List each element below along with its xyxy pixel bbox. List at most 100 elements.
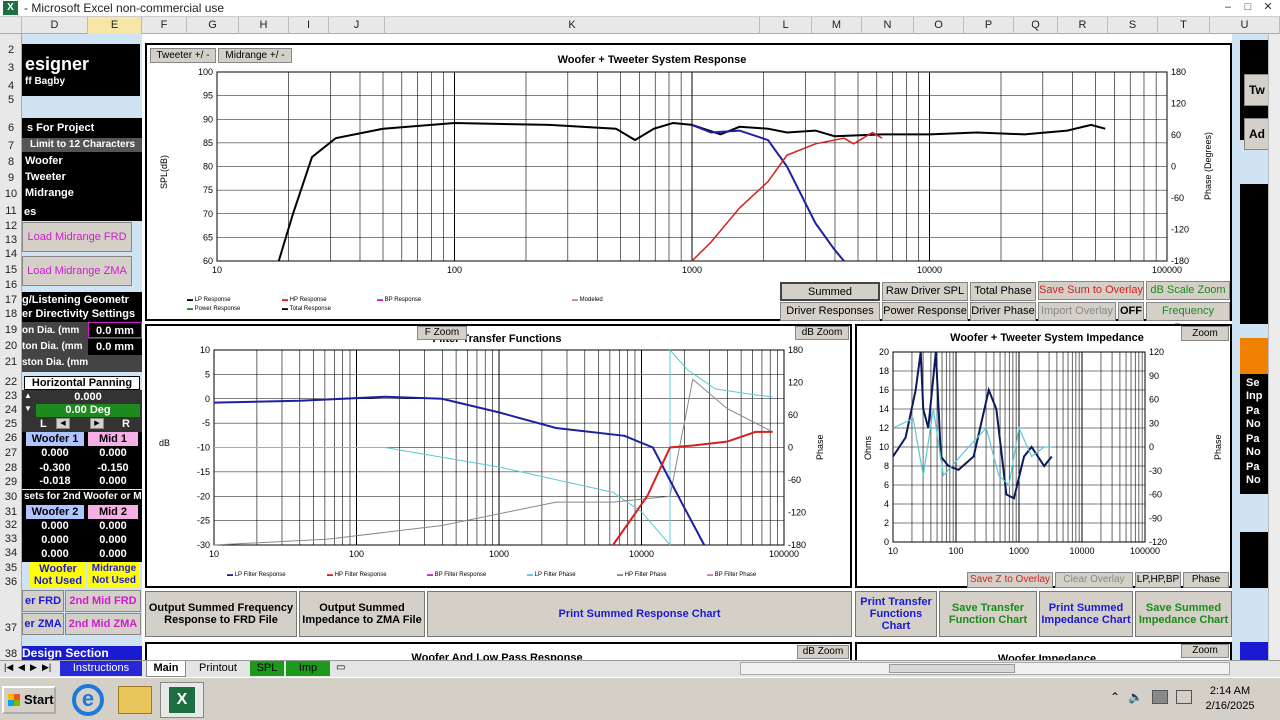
new-sheet-icon[interactable]: ▭ xyxy=(336,662,346,673)
col-header[interactable]: F xyxy=(142,17,187,34)
close-button[interactable]: ✕ xyxy=(1263,1,1273,13)
row-header[interactable]: 15 xyxy=(4,264,18,276)
row-header[interactable]: 25 xyxy=(4,418,18,430)
network-icon[interactable] xyxy=(1152,690,1168,704)
total-phase-button[interactable]: Total Phase xyxy=(970,282,1036,301)
horizontal-scrollbar[interactable] xyxy=(740,662,1230,675)
row-header[interactable]: 29 xyxy=(4,476,18,488)
internet-explorer-icon[interactable]: e xyxy=(72,684,104,716)
clock-time[interactable]: 2:14 AM xyxy=(1209,685,1251,697)
tab-main[interactable]: Main xyxy=(146,661,186,677)
clear-overlay-button[interactable]: Clear Overlay xyxy=(1055,572,1133,588)
row-header[interactable]: 16 xyxy=(4,279,18,291)
show-hidden-icons-icon[interactable]: ⌃ xyxy=(1110,690,1121,704)
row-header[interactable]: 7 xyxy=(7,140,15,152)
impedance-phase-button[interactable]: Phase xyxy=(1183,572,1229,588)
scrollbar-thumb[interactable] xyxy=(889,664,1015,673)
woofer-frd-button[interactable]: er FRD xyxy=(22,590,64,612)
import-overlay-button[interactable]: Import Overlay xyxy=(1038,302,1116,321)
row-header[interactable]: 27 xyxy=(4,447,18,459)
db-zoom-button[interactable]: dB Zoom xyxy=(797,645,849,659)
row-header[interactable]: 19 xyxy=(4,324,18,336)
woofer1-value[interactable]: -0.018 xyxy=(39,475,71,487)
row-header[interactable]: 20 xyxy=(4,340,18,352)
col-header[interactable]: L xyxy=(760,17,812,34)
col-header[interactable]: P xyxy=(964,17,1014,34)
woofer-not-used[interactable]: Woofer Not Used xyxy=(30,562,86,588)
save-z-overlay-button[interactable]: Save Z to Overlay xyxy=(967,572,1053,588)
mid1-value[interactable]: -0.150 xyxy=(97,462,129,474)
col-header[interactable]: S xyxy=(1108,17,1158,34)
f-zoom-button[interactable]: F Zoom xyxy=(417,326,467,340)
midrange-not-used[interactable]: Midrange Not Used xyxy=(88,562,140,588)
woofer-name[interactable]: Woofer xyxy=(25,155,63,167)
woofer2-value[interactable]: 0.000 xyxy=(41,520,69,532)
flag-icon[interactable] xyxy=(1176,690,1192,704)
second-mid-zma-button[interactable]: 2nd Mid ZMA xyxy=(65,613,141,635)
print-summed-impedance-button[interactable]: Print Summed Impedance Chart xyxy=(1039,591,1133,637)
load-midrange-frd-button[interactable]: Load Midrange FRD xyxy=(22,222,132,252)
db-scale-zoom-button[interactable]: dB Scale Zoom xyxy=(1146,281,1230,300)
output-frd-button[interactable]: Output Summed Frequency Response to FRD … xyxy=(145,591,297,637)
row-header[interactable]: 8 xyxy=(7,156,15,168)
db-zoom-button[interactable]: dB Zoom xyxy=(795,326,849,340)
row-header[interactable]: 3 xyxy=(7,62,15,74)
row-header[interactable]: 13 xyxy=(4,234,18,246)
col-header[interactable]: U xyxy=(1210,17,1280,34)
row-header[interactable]: 37 xyxy=(4,622,18,634)
col-header[interactable]: R xyxy=(1058,17,1108,34)
driver-phase-button[interactable]: Driver Phase xyxy=(970,302,1036,321)
row-header[interactable]: 34 xyxy=(4,547,18,559)
mid1-value[interactable]: 0.000 xyxy=(99,475,127,487)
mid2-value[interactable]: 0.000 xyxy=(99,534,127,546)
col-header[interactable]: T xyxy=(1158,17,1210,34)
row-header[interactable]: 6 xyxy=(7,122,15,134)
col-header[interactable]: M xyxy=(812,17,862,34)
impedance-zoom-button[interactable]: Zoom xyxy=(1181,326,1229,341)
row-header[interactable]: 28 xyxy=(4,462,18,474)
row-header[interactable]: 4 xyxy=(7,80,15,92)
row-header[interactable]: 2 xyxy=(7,44,15,56)
col-header[interactable]: Q xyxy=(1014,17,1058,34)
lp-hp-bp-button[interactable]: LP,HP,BP xyxy=(1135,572,1181,588)
volume-icon[interactable]: 🔈 xyxy=(1128,690,1143,704)
mid2-value[interactable]: 0.000 xyxy=(99,548,127,560)
midrange-toggle-button[interactable]: Midrange +/ - xyxy=(218,48,292,63)
file-explorer-icon[interactable] xyxy=(118,686,152,714)
tweeter-toggle-button[interactable]: Tweeter +/ - xyxy=(150,48,216,63)
row-header[interactable]: 14 xyxy=(4,248,18,260)
tab-nav-first-icon[interactable]: |◀ xyxy=(4,662,14,672)
row-header[interactable]: 32 xyxy=(4,519,18,531)
clock-date[interactable]: 2/16/2025 xyxy=(1205,700,1255,712)
pan-right-arrow-icon[interactable]: ▶ xyxy=(90,418,104,429)
row-header[interactable]: 30 xyxy=(4,491,18,503)
mid1-value[interactable]: 0.000 xyxy=(99,447,127,459)
row-header[interactable]: 11 xyxy=(5,205,17,217)
woofer2-value[interactable]: 0.000 xyxy=(41,548,69,560)
tab-spl[interactable]: SPL xyxy=(250,661,284,676)
col-header[interactable]: E xyxy=(88,17,142,34)
start-button[interactable]: Start xyxy=(2,686,56,714)
power-response-button[interactable]: Power Response xyxy=(882,302,968,321)
corner-cell[interactable] xyxy=(0,17,22,34)
col-header[interactable]: N xyxy=(862,17,914,34)
load-midrange-zma-button[interactable]: Load Midrange ZMA xyxy=(22,256,132,286)
print-transfer-functions-button[interactable]: Print Transfer Functions Chart xyxy=(855,591,937,637)
row-header[interactable]: 33 xyxy=(4,533,18,545)
row-header[interactable]: 12 xyxy=(4,220,18,232)
save-sum-overlay-button[interactable]: Save Sum to Overlay xyxy=(1038,281,1144,300)
col-header[interactable]: G xyxy=(187,17,239,34)
save-summed-impedance-button[interactable]: Save Summed Impedance Chart xyxy=(1135,591,1232,637)
driver-responses-button[interactable]: Driver Responses xyxy=(780,302,880,321)
row-header[interactable]: 35 xyxy=(4,562,18,574)
tab-instructions[interactable]: Instructions xyxy=(60,661,142,676)
row-header[interactable]: 10 xyxy=(4,188,18,200)
piston2-value[interactable]: 0.0 mm xyxy=(88,339,142,355)
tab-nav-next-icon[interactable]: ▶ xyxy=(30,662,37,672)
woofer2-value[interactable]: 0.000 xyxy=(41,534,69,546)
col-header[interactable]: H xyxy=(239,17,289,34)
row-header[interactable]: 18 xyxy=(4,308,18,320)
tab-nav-last-icon[interactable]: ▶| xyxy=(42,662,52,672)
row-header[interactable]: 31 xyxy=(4,506,18,518)
tab-imp[interactable]: Imp xyxy=(286,661,330,676)
